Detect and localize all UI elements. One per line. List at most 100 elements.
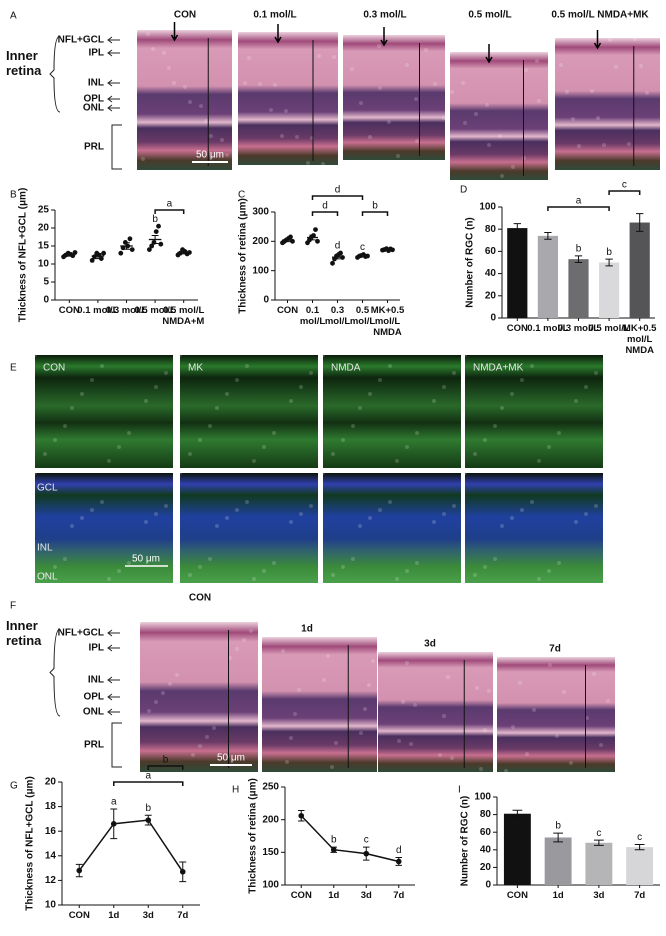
texture [396, 154, 400, 158]
x-tick-label-box: 3d [593, 890, 604, 901]
significance-label: b [152, 214, 158, 225]
texture [452, 504, 456, 508]
texture [415, 561, 419, 565]
histology-image [238, 32, 338, 165]
y-tick-label: 18 [45, 801, 57, 812]
data-point [72, 250, 78, 255]
texture [450, 756, 454, 760]
texture [306, 161, 310, 165]
texture [281, 649, 285, 653]
texture [225, 516, 229, 520]
texture [209, 134, 213, 138]
error-bar [636, 213, 644, 232]
texture [461, 81, 465, 85]
fluorescence-image [465, 473, 603, 583]
column-header: 3d [424, 639, 436, 650]
texture [450, 90, 454, 94]
data-point [118, 250, 124, 256]
texture [511, 725, 515, 729]
texture [245, 364, 249, 368]
layer-label: NFL+GCL [58, 628, 104, 639]
layer-label: OPL [83, 94, 104, 105]
texture [198, 565, 202, 569]
y-axis-label: Thickness of NFL+GCL (μm) [25, 776, 36, 911]
error-bar [553, 832, 564, 843]
texture [368, 392, 372, 396]
arrow [593, 30, 602, 50]
texture [215, 524, 219, 528]
layer-arrow [107, 79, 120, 87]
texture [510, 516, 514, 520]
layer-label: INL [88, 78, 104, 89]
layer-arrow [107, 693, 120, 701]
fluorescence-image [180, 473, 318, 583]
texture [448, 50, 452, 54]
texture [414, 97, 418, 101]
texture [43, 573, 47, 577]
texture [463, 471, 467, 475]
layer-label: OPL [83, 692, 104, 703]
texture [332, 55, 336, 59]
texture [378, 378, 382, 382]
error-bar [384, 248, 391, 251]
data-point [153, 229, 159, 235]
panel-label: E [10, 363, 17, 374]
texture [409, 742, 413, 746]
x-tick-label-box: 7d [634, 890, 645, 901]
texture [359, 101, 363, 105]
texture [569, 761, 573, 765]
y-tick-label: 200 [262, 814, 279, 825]
group-label-box: Inner retina [6, 618, 41, 648]
x-tick-label-box: 0.5 mol/L [350, 305, 375, 327]
bracket-label: c [622, 180, 627, 191]
line-marker [298, 812, 305, 819]
column-header: CON [174, 10, 196, 21]
data-point [156, 223, 161, 229]
x-tick-label-box: 0.1 mol/L [300, 305, 325, 327]
x-tick-label-box: CON [69, 910, 90, 921]
texture [220, 138, 224, 142]
x-tick-label-box: 0.3 mol/L [106, 305, 147, 316]
texture [162, 51, 166, 55]
fluorescence-image [35, 473, 173, 583]
column-header: CON [189, 593, 211, 604]
histology-image [343, 35, 445, 160]
texture [584, 512, 588, 516]
error-bar [94, 253, 102, 260]
texture [463, 121, 467, 125]
texture [537, 99, 541, 103]
layer-arrow [107, 95, 120, 103]
bar [537, 235, 558, 318]
bracket-label: a [576, 196, 582, 207]
y-tick-label: 100 [262, 880, 279, 891]
texture [413, 703, 417, 707]
texture [639, 64, 643, 68]
texture [183, 85, 187, 89]
texture [178, 353, 182, 357]
data-point [315, 238, 320, 244]
error-bar [151, 235, 159, 244]
significance-label: b [576, 243, 582, 254]
texture [547, 569, 551, 573]
arrow [380, 27, 388, 47]
texture [272, 561, 276, 565]
texture [90, 508, 94, 512]
column-header: 1d [301, 624, 313, 635]
texture [495, 655, 499, 659]
texture [70, 524, 74, 528]
data-point [89, 258, 95, 263]
texture [141, 157, 145, 161]
brace [49, 628, 61, 717]
texture [198, 438, 202, 442]
texture [485, 103, 489, 107]
texture [363, 707, 367, 711]
texture [249, 629, 253, 633]
layer-arrow [107, 104, 120, 112]
texture [295, 135, 299, 139]
x-tick-label-box: 3d [143, 910, 154, 921]
bracket [361, 211, 389, 216]
x-tick-label-box: CON [291, 890, 312, 901]
x-tick-label: 0.1 mol/L [527, 323, 569, 334]
texture [388, 364, 392, 368]
texture [473, 573, 477, 577]
